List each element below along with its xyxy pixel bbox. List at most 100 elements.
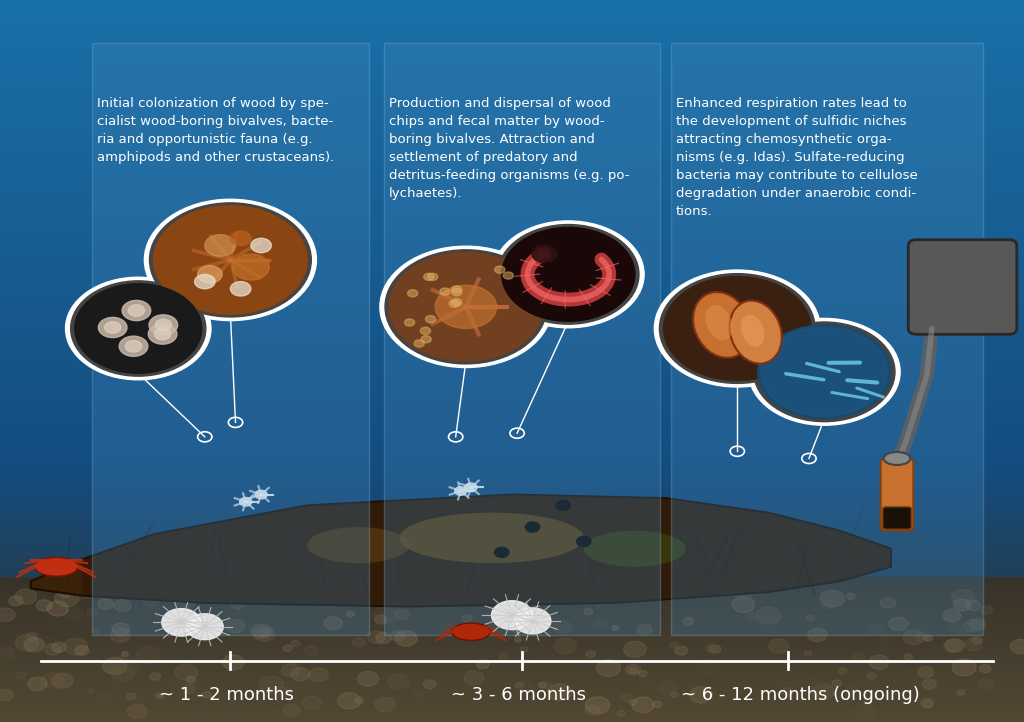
Circle shape (749, 318, 900, 425)
Circle shape (855, 705, 876, 719)
Circle shape (585, 705, 599, 716)
Ellipse shape (693, 292, 751, 358)
Circle shape (452, 299, 462, 306)
Circle shape (282, 664, 300, 677)
Circle shape (427, 273, 437, 280)
Circle shape (279, 705, 297, 718)
Circle shape (423, 680, 436, 689)
Circle shape (58, 589, 71, 598)
Circle shape (375, 615, 387, 624)
Circle shape (325, 617, 342, 630)
Circle shape (430, 601, 438, 606)
Circle shape (302, 696, 322, 710)
Circle shape (76, 645, 89, 656)
Circle shape (98, 318, 127, 338)
Circle shape (276, 687, 292, 697)
Circle shape (922, 700, 933, 708)
Circle shape (638, 671, 647, 677)
Circle shape (162, 609, 201, 636)
Circle shape (424, 273, 434, 280)
FancyBboxPatch shape (881, 458, 913, 531)
Circle shape (25, 638, 44, 652)
Circle shape (425, 316, 435, 323)
Circle shape (99, 692, 110, 700)
Circle shape (127, 704, 147, 718)
Circle shape (754, 322, 895, 422)
Circle shape (621, 694, 632, 702)
Circle shape (923, 679, 936, 689)
Circle shape (833, 680, 842, 687)
Circle shape (516, 682, 524, 688)
Circle shape (27, 632, 38, 641)
Circle shape (943, 640, 961, 652)
Circle shape (284, 645, 292, 651)
Circle shape (230, 231, 251, 245)
Circle shape (807, 615, 814, 621)
Circle shape (706, 644, 716, 652)
Circle shape (197, 703, 205, 709)
Circle shape (168, 677, 178, 684)
Circle shape (47, 601, 69, 616)
Circle shape (28, 677, 47, 691)
Circle shape (374, 606, 397, 624)
Circle shape (540, 681, 551, 689)
Circle shape (80, 589, 93, 599)
Circle shape (629, 700, 637, 705)
Circle shape (594, 618, 608, 628)
Circle shape (757, 607, 781, 625)
Circle shape (259, 630, 271, 638)
Circle shape (951, 590, 975, 606)
Circle shape (15, 635, 39, 651)
Circle shape (637, 625, 651, 635)
Circle shape (259, 677, 284, 693)
Circle shape (1011, 640, 1024, 653)
Circle shape (387, 674, 409, 689)
Polygon shape (31, 495, 891, 606)
Ellipse shape (740, 315, 765, 347)
Circle shape (965, 638, 982, 651)
Circle shape (390, 631, 404, 641)
Circle shape (852, 653, 865, 662)
Circle shape (808, 628, 827, 642)
Circle shape (950, 624, 967, 635)
Circle shape (148, 324, 177, 344)
Circle shape (495, 266, 505, 273)
Circle shape (439, 288, 450, 295)
Circle shape (394, 609, 409, 619)
Circle shape (679, 690, 688, 697)
Circle shape (338, 692, 360, 709)
Circle shape (469, 596, 477, 601)
Circle shape (45, 644, 61, 656)
Circle shape (659, 274, 815, 383)
Circle shape (202, 692, 211, 698)
Circle shape (232, 254, 269, 280)
Text: Enhanced respiration rates lead to
the development of sulfidic niches
attracting: Enhanced respiration rates lead to the d… (676, 97, 918, 219)
Circle shape (125, 341, 141, 352)
Text: ~ 3 - 6 months: ~ 3 - 6 months (451, 686, 586, 703)
Ellipse shape (706, 305, 732, 341)
Circle shape (658, 680, 677, 694)
Circle shape (9, 596, 23, 606)
Circle shape (540, 704, 552, 713)
Circle shape (66, 277, 211, 380)
Circle shape (748, 612, 759, 620)
Circle shape (182, 684, 196, 694)
Ellipse shape (307, 527, 410, 563)
Circle shape (450, 300, 460, 308)
Circle shape (671, 692, 678, 697)
Circle shape (598, 703, 615, 716)
Circle shape (251, 238, 271, 253)
Circle shape (812, 684, 835, 700)
Circle shape (63, 638, 88, 656)
Circle shape (945, 639, 964, 652)
Circle shape (143, 596, 159, 606)
Circle shape (903, 630, 924, 645)
Circle shape (783, 701, 796, 710)
Circle shape (150, 673, 161, 680)
Circle shape (150, 203, 311, 317)
Circle shape (322, 600, 335, 609)
Circle shape (804, 651, 812, 656)
Circle shape (308, 668, 329, 682)
Circle shape (368, 631, 385, 643)
Circle shape (75, 284, 202, 373)
